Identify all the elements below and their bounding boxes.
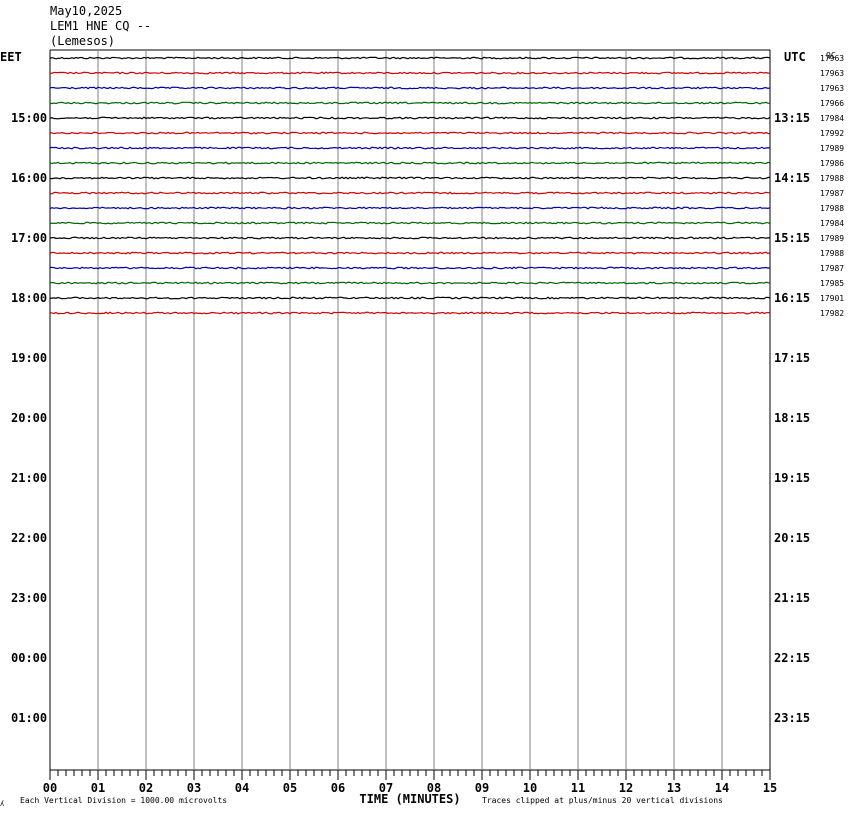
trace-line — [49, 101, 771, 105]
corner-mark: ʎ — [0, 800, 4, 808]
x-tick-label: 10 — [523, 781, 537, 795]
right-hour-label: 21:15 — [774, 591, 810, 605]
x-tick-label: 07 — [379, 781, 393, 795]
trace-line — [49, 116, 771, 120]
right-hour-label: 14:15 — [774, 171, 810, 185]
x-tick-label: 06 — [331, 781, 345, 795]
left-hour-label: 16:00 — [11, 171, 47, 185]
trace-value-label: 17963 — [820, 84, 844, 93]
x-tick-label: 01 — [91, 781, 105, 795]
left-hour-label: 01:00 — [11, 711, 47, 725]
x-tick-label: 04 — [235, 781, 249, 795]
left-hour-label: 21:00 — [11, 471, 47, 485]
trace-line — [49, 146, 771, 150]
axis-labels: 17963 17963 17963 17966 17984 17992 17989 17986… — [11, 54, 844, 795]
x-tick-label: 03 — [187, 781, 201, 795]
x-tick-label: 13 — [667, 781, 681, 795]
trace-line — [49, 206, 771, 210]
right-hour-label: 17:15 — [774, 351, 810, 365]
x-tick-label: 12 — [619, 781, 633, 795]
chart-location: (Lemesos) — [50, 34, 116, 48]
trace-value-label: 17992 — [820, 129, 844, 138]
left-timezone-label: EET — [0, 50, 22, 64]
trace-value-label: 17987 — [820, 189, 844, 198]
trace-value-label: 17988 — [820, 174, 844, 183]
chart-date: May10,2025 — [50, 4, 123, 18]
x-tick-label: 08 — [427, 781, 441, 795]
trace-line — [49, 86, 771, 90]
trace-line — [49, 296, 771, 300]
chart-station: LEM1 HNE CQ -- — [50, 19, 152, 33]
x-axis-label: TIME (MINUTES) — [359, 792, 460, 806]
trace-value-label: 17985 — [820, 279, 844, 288]
left-hour-label: 20:00 — [11, 411, 47, 425]
trace-value-label: 17986 — [820, 159, 844, 168]
right-hour-label: 16:15 — [774, 291, 810, 305]
right-hour-label: 18:15 — [774, 411, 810, 425]
trace-value-label: 17963 — [820, 54, 844, 63]
trace-value-label: 17988 — [820, 204, 844, 213]
x-tick-label: 00 — [43, 781, 57, 795]
trace-line — [49, 161, 771, 165]
trace-value-label: 17982 — [820, 309, 844, 318]
left-hour-label: 22:00 — [11, 531, 47, 545]
trace-line — [49, 71, 771, 75]
x-tick-label: 05 — [283, 781, 297, 795]
left-hour-label: 17:00 — [11, 231, 47, 245]
x-axis-ticks — [49, 770, 771, 780]
x-tick-label: 15 — [763, 781, 777, 795]
x-tick-label: 09 — [475, 781, 489, 795]
trace-value-label: 17984 — [820, 114, 844, 123]
right-hour-label: 23:15 — [774, 711, 810, 725]
trace-value-label: 17989 — [820, 234, 844, 243]
trace-value-label: 17963 — [820, 69, 844, 78]
trace-line — [49, 176, 771, 180]
x-tick-label: 11 — [571, 781, 585, 795]
scale-note: Each Vertical Division = 1000.00 microvo… — [20, 796, 227, 805]
trace-value-label: 17989 — [820, 144, 844, 153]
trace-line — [49, 266, 771, 270]
x-tick-label: 14 — [715, 781, 729, 795]
clip-note: Traces clipped at plus/minus 20 vertical… — [482, 796, 723, 805]
right-hour-label: 20:15 — [774, 531, 810, 545]
trace-line — [49, 56, 771, 60]
grid-lines — [49, 49, 771, 771]
right-hour-label: 22:15 — [774, 651, 810, 665]
trace-value-label: 17984 — [820, 219, 844, 228]
trace-value-label: 17987 — [820, 264, 844, 273]
left-hour-label: 18:00 — [11, 291, 47, 305]
trace-line — [49, 281, 771, 285]
x-tick-label: 02 — [139, 781, 153, 795]
quality-column-label: QC — [826, 51, 836, 60]
left-hour-label: 23:00 — [11, 591, 47, 605]
trace-line — [49, 251, 771, 255]
trace-value-label: 17988 — [820, 249, 844, 258]
trace-line — [49, 236, 771, 240]
trace-line — [49, 221, 771, 225]
trace-line — [49, 191, 771, 195]
right-hour-label: 15:15 — [774, 231, 810, 245]
left-hour-label: 15:00 — [11, 111, 47, 125]
left-hour-label: 19:00 — [11, 351, 47, 365]
trace-value-label: 17901 — [820, 294, 844, 303]
trace-line — [49, 311, 771, 315]
trace-line — [49, 131, 771, 135]
trace-value-label: 17966 — [820, 99, 844, 108]
left-hour-label: 00:00 — [11, 651, 47, 665]
traces — [49, 56, 771, 315]
right-timezone-label: UTC — [784, 50, 806, 64]
right-hour-label: 19:15 — [774, 471, 810, 485]
right-hour-label: 13:15 — [774, 111, 810, 125]
